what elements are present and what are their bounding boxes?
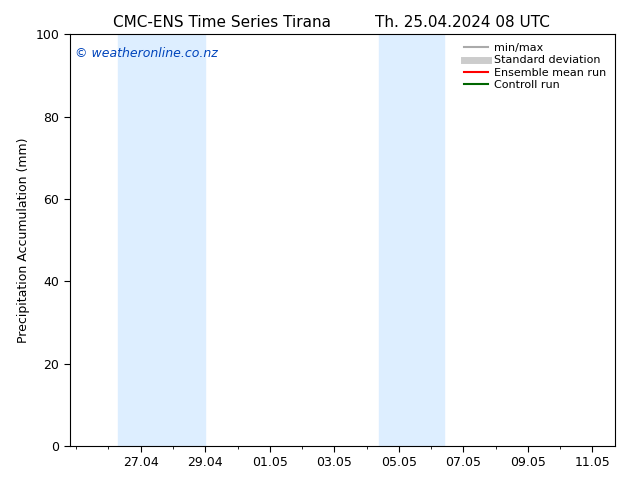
Text: CMC-ENS Time Series Tirana: CMC-ENS Time Series Tirana — [113, 15, 331, 30]
Y-axis label: Precipitation Accumulation (mm): Precipitation Accumulation (mm) — [17, 137, 30, 343]
Legend: min/max, Standard deviation, Ensemble mean run, Controll run: min/max, Standard deviation, Ensemble me… — [460, 40, 609, 93]
Text: Th. 25.04.2024 08 UTC: Th. 25.04.2024 08 UTC — [375, 15, 550, 30]
Bar — [118, 34, 205, 446]
Bar — [380, 34, 444, 446]
Text: © weatheronline.co.nz: © weatheronline.co.nz — [75, 47, 218, 60]
